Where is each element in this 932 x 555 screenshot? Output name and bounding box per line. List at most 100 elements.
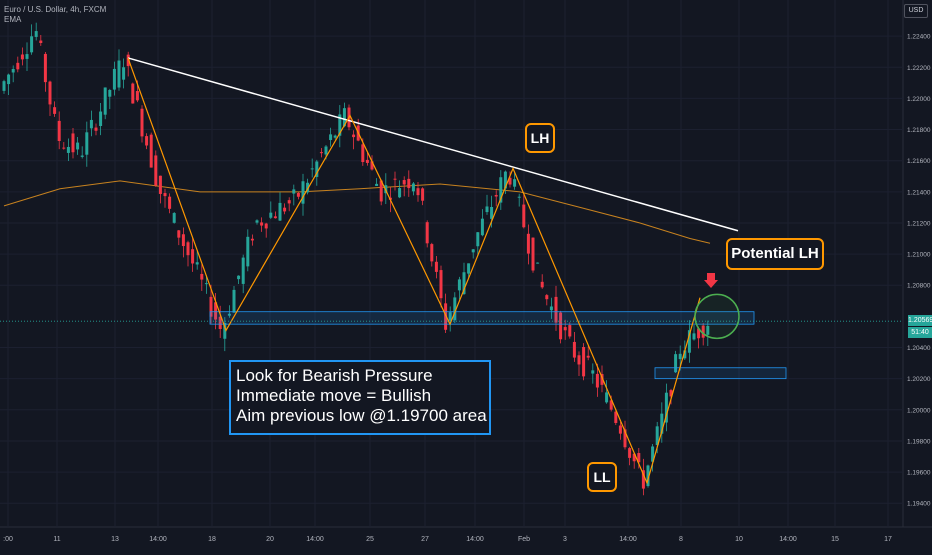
candle-body	[614, 411, 618, 423]
y-tick-label: 1.20800	[907, 283, 931, 290]
candle-body	[39, 40, 43, 44]
candle-body	[43, 53, 47, 83]
candle-body	[453, 297, 457, 321]
candle-body	[319, 152, 323, 154]
y-tick-label: 1.19600	[907, 470, 931, 477]
currency-button[interactable]: USD	[904, 4, 928, 18]
candle-body	[218, 316, 222, 329]
candle-body	[301, 181, 305, 204]
candle-body	[71, 133, 75, 153]
indicator-label[interactable]: EMA	[4, 15, 22, 24]
symbol-title[interactable]: Euro / U.S. Dollar, 4h, FXCM	[4, 5, 107, 14]
candle-body	[586, 355, 590, 358]
candle-body	[237, 275, 241, 280]
candle-body	[2, 81, 6, 91]
y-tick-label: 1.22200	[907, 65, 931, 72]
candle-body	[485, 206, 489, 213]
candle-body	[227, 313, 231, 316]
candle-body	[517, 196, 521, 198]
candle-body	[554, 296, 558, 323]
x-tick-label: 17	[884, 536, 892, 543]
candle-body	[99, 111, 103, 127]
candle-body	[370, 161, 374, 170]
candle-body	[669, 390, 673, 397]
candle-body	[163, 193, 167, 197]
candle-body	[195, 262, 199, 265]
candle-body	[140, 108, 144, 137]
candle-body	[545, 295, 549, 300]
candle-body	[678, 353, 682, 360]
x-tick-label: 27	[421, 536, 429, 543]
ll-label[interactable]: LL	[587, 462, 617, 492]
candle-body	[595, 373, 599, 388]
candle-body	[246, 236, 250, 267]
candle-body	[559, 312, 563, 340]
candle-body	[646, 465, 650, 487]
x-tick-label: 14:00	[619, 536, 637, 543]
candle-body	[172, 213, 176, 223]
support-zone	[209, 311, 755, 325]
candle-body	[692, 333, 696, 340]
candle-body	[701, 325, 705, 338]
candle-body	[430, 244, 434, 262]
candle-body	[687, 330, 691, 353]
y-tick-label: 1.19400	[907, 501, 931, 508]
candle-body	[232, 289, 236, 313]
candle-body	[186, 242, 190, 256]
candle-body	[664, 392, 668, 423]
candle-body	[683, 350, 687, 359]
y-tick-label: 1.21400	[907, 189, 931, 196]
candle-body	[7, 74, 11, 85]
candle-body	[94, 127, 98, 131]
candle-body	[264, 223, 268, 229]
y-tick-label: 1.21000	[907, 252, 931, 259]
x-tick-label: 18	[208, 536, 216, 543]
target-zone	[654, 367, 787, 380]
potential-lh-label[interactable]: Potential LH	[726, 238, 824, 270]
y-tick-label: 1.22000	[907, 96, 931, 103]
candle-body	[398, 188, 402, 198]
candle-body	[457, 279, 461, 291]
candle-body	[508, 177, 512, 185]
candle-body	[30, 36, 34, 53]
x-tick-label: :00	[3, 536, 13, 543]
lh-label[interactable]: LH	[525, 123, 555, 153]
candle-body	[214, 302, 218, 320]
candle-body	[333, 135, 337, 138]
y-tick-label: 1.19800	[907, 438, 931, 445]
candle-body	[490, 206, 494, 219]
candle-body	[145, 136, 149, 146]
candle-body	[563, 327, 567, 331]
y-tick-label: 1.20400	[907, 345, 931, 352]
candle-body	[660, 413, 664, 434]
candle-body	[135, 91, 139, 101]
chart-header: Euro / U.S. Dollar, 4h, FXCM EMA	[4, 5, 106, 25]
candle-body	[697, 328, 701, 339]
candle-body	[66, 146, 70, 153]
x-tick-label: 10	[735, 536, 743, 543]
candle-body	[85, 132, 89, 155]
candle-body	[177, 230, 181, 238]
candle-body	[609, 400, 613, 410]
candle-body	[209, 296, 213, 317]
candle-body	[600, 374, 604, 385]
candle-body	[540, 281, 544, 288]
candle-body	[549, 306, 553, 311]
candle-body	[292, 189, 296, 194]
candle-body	[108, 89, 112, 97]
candle-body	[434, 261, 438, 272]
candle-body	[416, 188, 420, 196]
candle-body	[149, 134, 153, 168]
candle-body	[582, 347, 586, 377]
candle-body	[494, 194, 498, 197]
candle-body	[632, 453, 636, 462]
candle-body	[706, 325, 710, 335]
candle-body	[25, 54, 29, 59]
x-tick-label: 20	[266, 536, 274, 543]
candle-body	[154, 155, 158, 186]
candle-body	[287, 200, 291, 204]
trade-plan-note[interactable]: Look for Bearish Pressure Immediate move…	[229, 360, 491, 435]
candle-body	[223, 322, 227, 339]
